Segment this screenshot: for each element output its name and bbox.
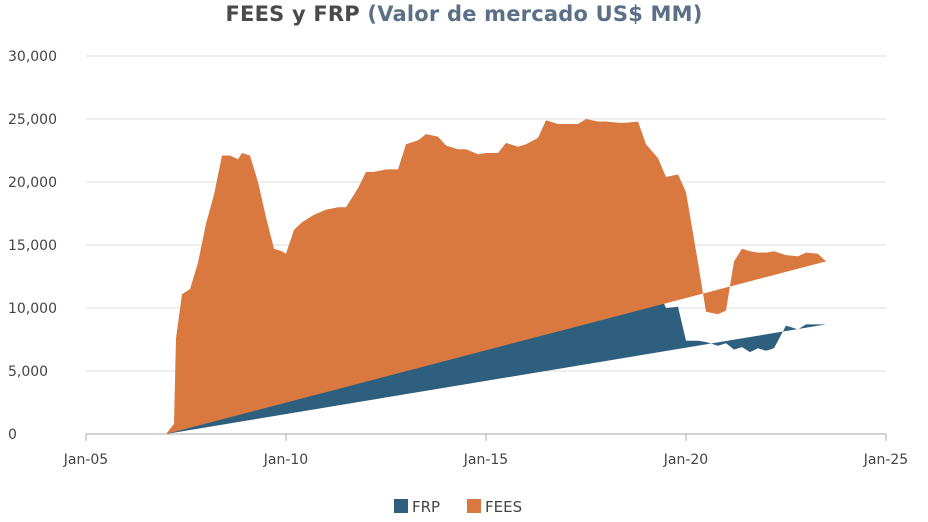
area-frp bbox=[166, 290, 826, 434]
legend-swatch-frp bbox=[394, 499, 408, 513]
y-tick-label-25000: 25,000 bbox=[8, 112, 57, 128]
x-tick-label-2025: Jan-25 bbox=[863, 452, 908, 468]
x-tick-label-2005: Jan-05 bbox=[63, 452, 108, 468]
x-tick-label-2020: Jan-20 bbox=[663, 452, 708, 468]
legend-swatch-fees bbox=[467, 499, 481, 513]
y-tick-label-5000: 5,000 bbox=[8, 364, 48, 380]
chart-title: FEES y FRP (Valor de mercado US$ MM) bbox=[0, 2, 928, 26]
y-tick-label-15000: 15,000 bbox=[8, 238, 57, 254]
x-tick-label-2010: Jan-10 bbox=[263, 452, 308, 468]
chart-title-main: FEES y FRP bbox=[225, 2, 360, 26]
y-tick-label-0: 0 bbox=[8, 427, 17, 443]
chart-subtitle: (Valor de mercado US$ MM) bbox=[367, 2, 703, 26]
legend-label-fees: FEES bbox=[485, 498, 522, 516]
x-tick-label-2015: Jan-15 bbox=[463, 452, 508, 468]
legend-label-frp: FRP bbox=[412, 498, 440, 516]
y-tick-label-20000: 20,000 bbox=[8, 175, 57, 191]
area-fees bbox=[166, 119, 826, 434]
y-tick-label-10000: 10,000 bbox=[8, 301, 57, 317]
y-tick-label-30000: 30,000 bbox=[8, 49, 57, 65]
